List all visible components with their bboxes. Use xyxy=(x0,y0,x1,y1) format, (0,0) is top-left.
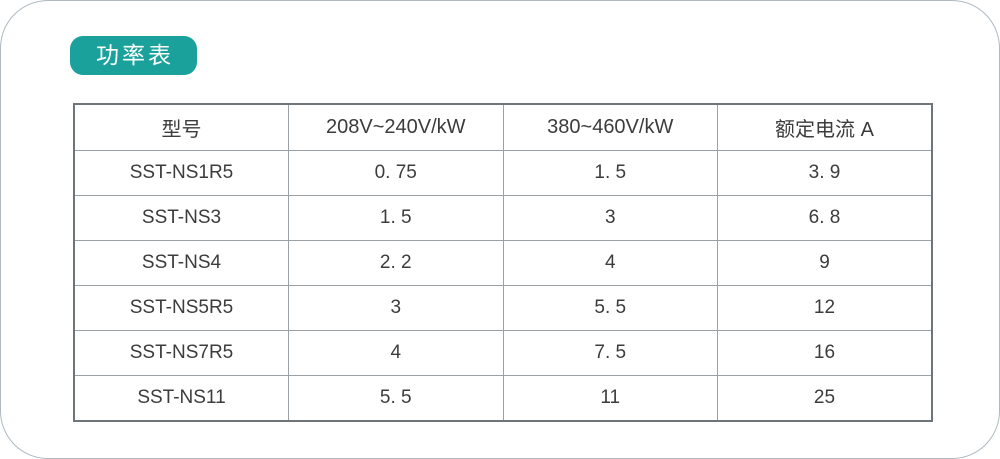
value-cell: 12 xyxy=(717,285,933,331)
model-cell: SST-NS3 xyxy=(73,195,289,241)
value-cell: 16 xyxy=(717,330,933,376)
value-cell: 0. 75 xyxy=(288,150,504,196)
value-cell: 5. 5 xyxy=(288,375,504,422)
value-cell: 11 xyxy=(502,375,718,422)
value-cell: 4 xyxy=(502,240,718,286)
value-cell: 2. 2 xyxy=(288,240,504,286)
value-cell: 4 xyxy=(288,330,504,376)
model-cell: SST-NS11 xyxy=(73,375,289,422)
power-table-header: 型号 208V~240V/kW 380~460V/kW 额定电流 A xyxy=(73,103,933,151)
value-cell: 25 xyxy=(717,375,933,422)
value-cell: 3 xyxy=(502,195,718,241)
value-cell: 5. 5 xyxy=(502,285,718,331)
column-header: 380~460V/kW xyxy=(502,103,718,151)
column-header: 型号 xyxy=(73,103,289,151)
model-cell: SST-NS7R5 xyxy=(73,330,289,376)
model-cell: SST-NS5R5 xyxy=(73,285,289,331)
value-cell: 3. 9 xyxy=(717,150,933,196)
power-table: 型号 208V~240V/kW 380~460V/kW 额定电流 A SST-NS1R… xyxy=(73,103,933,422)
power-table-body: SST-NS1R5 0. 75 1. 5 3. 9 SST-NS3 1. 5 3 6. 8 SS… xyxy=(73,150,933,422)
value-cell: 1. 5 xyxy=(502,150,718,196)
column-header: 208V~240V/kW xyxy=(288,103,504,151)
model-cell: SST-NS4 xyxy=(73,240,289,286)
column-header: 额定电流 A xyxy=(717,103,933,151)
value-cell: 7. 5 xyxy=(502,330,718,376)
table-row: SST-NS5R5 3 5. 5 12 xyxy=(73,285,933,331)
value-cell: 1. 5 xyxy=(288,195,504,241)
value-cell: 9 xyxy=(717,240,933,286)
value-cell: 3 xyxy=(288,285,504,331)
section-title-badge: 功率表 xyxy=(70,36,197,75)
section-title: 功率表 xyxy=(96,42,174,68)
value-cell: 6. 8 xyxy=(717,195,933,241)
table-row: SST-NS7R5 4 7. 5 16 xyxy=(73,330,933,376)
table-row: SST-NS11 5. 5 11 25 xyxy=(73,375,933,422)
table-row: SST-NS1R5 0. 75 1. 5 3. 9 xyxy=(73,150,933,196)
model-cell: SST-NS1R5 xyxy=(73,150,289,196)
header-row: 型号 208V~240V/kW 380~460V/kW 额定电流 A xyxy=(73,103,933,151)
table-row: SST-NS3 1. 5 3 6. 8 xyxy=(73,195,933,241)
